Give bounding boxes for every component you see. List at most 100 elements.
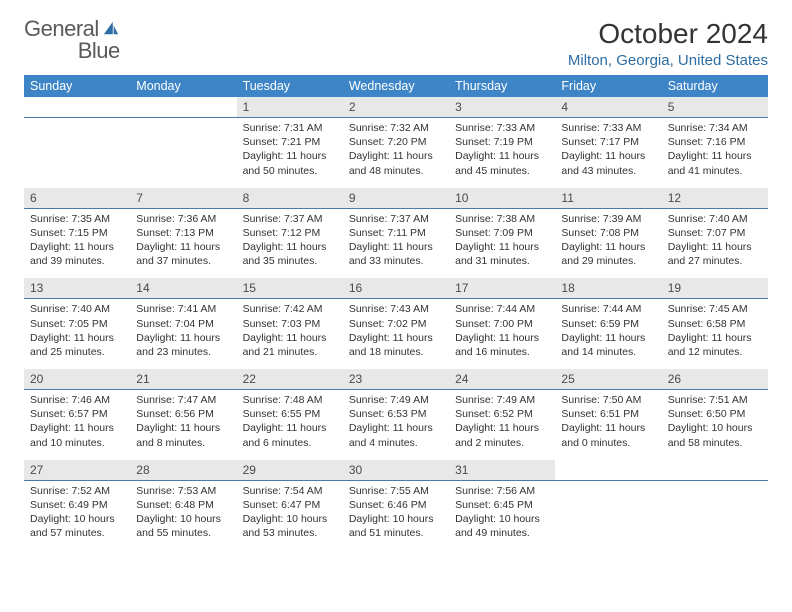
sunset-line: Sunset: 6:50 PM <box>668 407 762 421</box>
sunset-line: Sunset: 7:11 PM <box>349 226 443 240</box>
sunrise-line: Sunrise: 7:43 AM <box>349 302 443 316</box>
sunset-line: Sunset: 6:56 PM <box>136 407 230 421</box>
week-number-row: 13141516171819 <box>24 278 768 299</box>
month-title: October 2024 <box>568 18 768 50</box>
logo-text-1: General <box>24 18 99 40</box>
day-number-cell: 5 <box>662 97 768 118</box>
sunrise-line: Sunrise: 7:44 AM <box>455 302 549 316</box>
day-content-cell <box>130 118 236 188</box>
daylight-line: Daylight: 10 hours and 49 minutes. <box>455 512 549 540</box>
daylight-line: Daylight: 11 hours and 6 minutes. <box>243 421 337 449</box>
day-content-cell: Sunrise: 7:37 AMSunset: 7:12 PMDaylight:… <box>237 208 343 278</box>
day-number-cell: 10 <box>449 188 555 209</box>
daylight-line: Daylight: 11 hours and 23 minutes. <box>136 331 230 359</box>
day-number-cell: 7 <box>130 188 236 209</box>
daylight-line: Daylight: 11 hours and 43 minutes. <box>561 149 655 177</box>
sunrise-line: Sunrise: 7:41 AM <box>136 302 230 316</box>
day-number-cell: 3 <box>449 97 555 118</box>
sunset-line: Sunset: 7:12 PM <box>243 226 337 240</box>
daylight-line: Daylight: 11 hours and 45 minutes. <box>455 149 549 177</box>
day-content-cell: Sunrise: 7:45 AMSunset: 6:58 PMDaylight:… <box>662 299 768 369</box>
sunrise-line: Sunrise: 7:50 AM <box>561 393 655 407</box>
day-content-cell: Sunrise: 7:33 AMSunset: 7:19 PMDaylight:… <box>449 118 555 188</box>
calendar-page: GeneralBlue October 2024 Milton, Georgia… <box>0 0 792 568</box>
sunrise-line: Sunrise: 7:54 AM <box>243 484 337 498</box>
daylight-line: Daylight: 11 hours and 50 minutes. <box>243 149 337 177</box>
day-content-cell: Sunrise: 7:36 AMSunset: 7:13 PMDaylight:… <box>130 208 236 278</box>
day-number-cell: 11 <box>555 188 661 209</box>
week-content-row: Sunrise: 7:35 AMSunset: 7:15 PMDaylight:… <box>24 208 768 278</box>
sunset-line: Sunset: 6:58 PM <box>668 317 762 331</box>
sunrise-line: Sunrise: 7:34 AM <box>668 121 762 135</box>
daylight-line: Daylight: 11 hours and 2 minutes. <box>455 421 549 449</box>
day-number-cell: 17 <box>449 278 555 299</box>
sunset-line: Sunset: 7:19 PM <box>455 135 549 149</box>
sunset-line: Sunset: 7:05 PM <box>30 317 124 331</box>
day-number-cell: 13 <box>24 278 130 299</box>
day-number-cell <box>130 97 236 118</box>
day-number-cell: 4 <box>555 97 661 118</box>
day-content-cell: Sunrise: 7:38 AMSunset: 7:09 PMDaylight:… <box>449 208 555 278</box>
sunrise-line: Sunrise: 7:47 AM <box>136 393 230 407</box>
sunset-line: Sunset: 7:15 PM <box>30 226 124 240</box>
day-content-cell: Sunrise: 7:37 AMSunset: 7:11 PMDaylight:… <box>343 208 449 278</box>
day-header: Monday <box>130 75 236 97</box>
day-content-cell: Sunrise: 7:46 AMSunset: 6:57 PMDaylight:… <box>24 390 130 460</box>
day-content-cell <box>24 118 130 188</box>
sunrise-line: Sunrise: 7:48 AM <box>243 393 337 407</box>
day-number-cell: 27 <box>24 460 130 481</box>
sunset-line: Sunset: 7:04 PM <box>136 317 230 331</box>
daylight-line: Daylight: 10 hours and 58 minutes. <box>668 421 762 449</box>
daylight-line: Daylight: 11 hours and 27 minutes. <box>668 240 762 268</box>
day-number-cell: 30 <box>343 460 449 481</box>
day-content-cell: Sunrise: 7:33 AMSunset: 7:17 PMDaylight:… <box>555 118 661 188</box>
daylight-line: Daylight: 11 hours and 10 minutes. <box>30 421 124 449</box>
daylight-line: Daylight: 11 hours and 16 minutes. <box>455 331 549 359</box>
day-number-cell: 15 <box>237 278 343 299</box>
day-number-cell: 18 <box>555 278 661 299</box>
sunset-line: Sunset: 6:59 PM <box>561 317 655 331</box>
day-number-cell: 14 <box>130 278 236 299</box>
logo: GeneralBlue <box>24 18 122 62</box>
sunset-line: Sunset: 7:20 PM <box>349 135 443 149</box>
sunset-line: Sunset: 7:03 PM <box>243 317 337 331</box>
daylight-line: Daylight: 11 hours and 33 minutes. <box>349 240 443 268</box>
week-number-row: 12345 <box>24 97 768 118</box>
sunset-line: Sunset: 6:55 PM <box>243 407 337 421</box>
sunset-line: Sunset: 6:57 PM <box>30 407 124 421</box>
calendar-table: Sunday Monday Tuesday Wednesday Thursday… <box>24 75 768 550</box>
location: Milton, Georgia, United States <box>568 52 768 69</box>
sunrise-line: Sunrise: 7:33 AM <box>561 121 655 135</box>
sunset-line: Sunset: 7:16 PM <box>668 135 762 149</box>
day-content-cell: Sunrise: 7:48 AMSunset: 6:55 PMDaylight:… <box>237 390 343 460</box>
daylight-line: Daylight: 11 hours and 14 minutes. <box>561 331 655 359</box>
sunrise-line: Sunrise: 7:33 AM <box>455 121 549 135</box>
sunset-line: Sunset: 7:13 PM <box>136 226 230 240</box>
sunset-line: Sunset: 7:00 PM <box>455 317 549 331</box>
daylight-line: Daylight: 11 hours and 8 minutes. <box>136 421 230 449</box>
day-header-row: Sunday Monday Tuesday Wednesday Thursday… <box>24 75 768 97</box>
day-content-cell: Sunrise: 7:49 AMSunset: 6:53 PMDaylight:… <box>343 390 449 460</box>
daylight-line: Daylight: 11 hours and 29 minutes. <box>561 240 655 268</box>
day-number-cell: 23 <box>343 369 449 390</box>
day-content-cell: Sunrise: 7:52 AMSunset: 6:49 PMDaylight:… <box>24 480 130 550</box>
day-content-cell: Sunrise: 7:44 AMSunset: 6:59 PMDaylight:… <box>555 299 661 369</box>
logo-sail-icon <box>101 18 121 40</box>
daylight-line: Daylight: 10 hours and 53 minutes. <box>243 512 337 540</box>
day-number-cell: 6 <box>24 188 130 209</box>
sunrise-line: Sunrise: 7:52 AM <box>30 484 124 498</box>
sunrise-line: Sunrise: 7:31 AM <box>243 121 337 135</box>
daylight-line: Daylight: 11 hours and 4 minutes. <box>349 421 443 449</box>
sunrise-line: Sunrise: 7:32 AM <box>349 121 443 135</box>
sunset-line: Sunset: 7:02 PM <box>349 317 443 331</box>
sunset-line: Sunset: 6:46 PM <box>349 498 443 512</box>
daylight-line: Daylight: 10 hours and 55 minutes. <box>136 512 230 540</box>
sunrise-line: Sunrise: 7:35 AM <box>30 212 124 226</box>
day-content-cell: Sunrise: 7:41 AMSunset: 7:04 PMDaylight:… <box>130 299 236 369</box>
daylight-line: Daylight: 11 hours and 39 minutes. <box>30 240 124 268</box>
day-number-cell: 8 <box>237 188 343 209</box>
sunset-line: Sunset: 7:09 PM <box>455 226 549 240</box>
day-content-cell: Sunrise: 7:55 AMSunset: 6:46 PMDaylight:… <box>343 480 449 550</box>
day-content-cell: Sunrise: 7:53 AMSunset: 6:48 PMDaylight:… <box>130 480 236 550</box>
day-header: Sunday <box>24 75 130 97</box>
